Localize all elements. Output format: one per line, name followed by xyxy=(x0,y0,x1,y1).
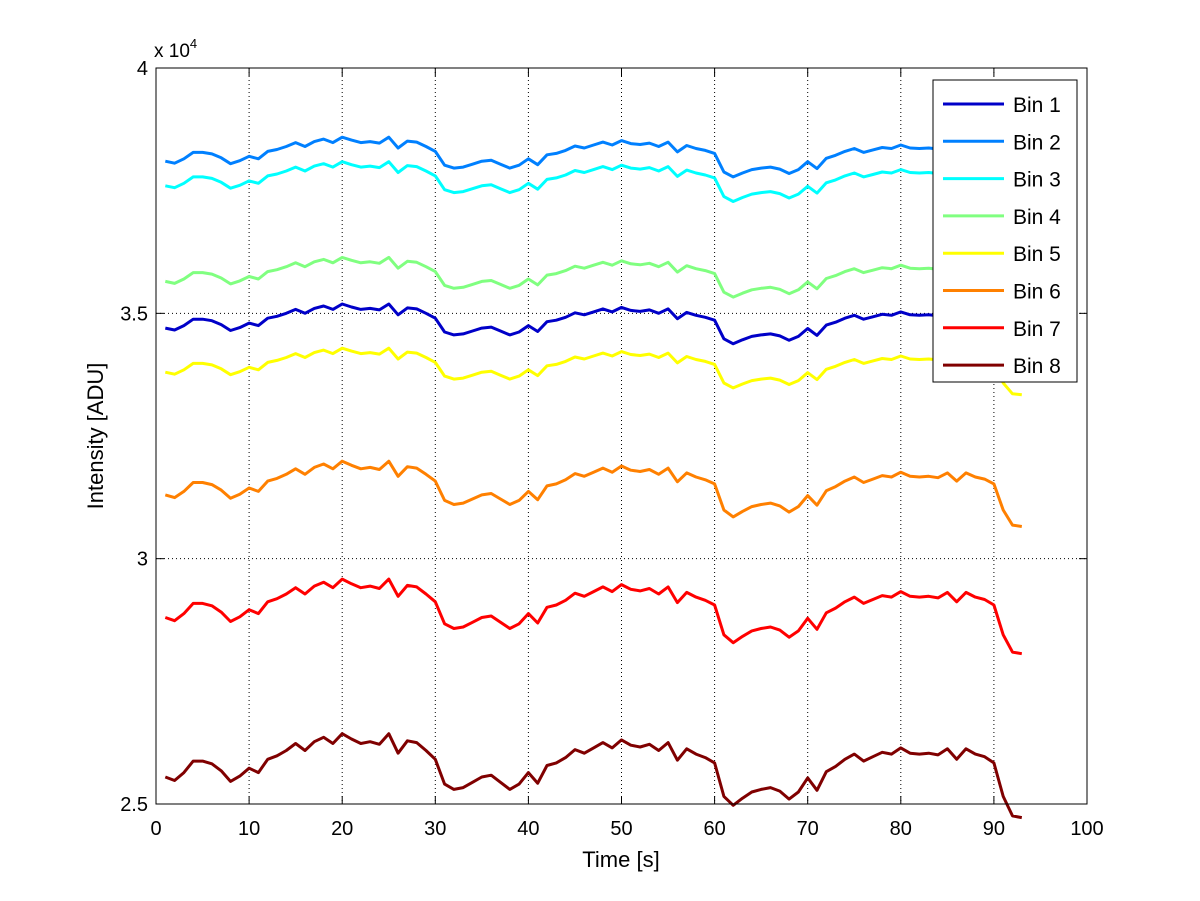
grid xyxy=(156,68,1087,804)
legend-label: Bin 3 xyxy=(1013,169,1061,192)
series-line-bin-6 xyxy=(164,459,1023,528)
series-line-bin-2 xyxy=(164,135,1022,186)
y-tick-label: 4 xyxy=(137,58,148,80)
y-exponent-label: x 104 xyxy=(154,36,197,62)
legend-label: Bin 5 xyxy=(1013,243,1061,266)
series-line-bin-4 xyxy=(164,255,1022,306)
tick-labels: 0 10 20 30 40 50 60 70 80 90 100 2.5 3 3.5 4 xyxy=(120,58,1104,840)
legend-items: Bin 1 Bin 2 Bin 3 Bin 4 Bin 5 Bin 6 Bin 7 Bin 8 xyxy=(943,94,1061,378)
legend-label: Bin 4 xyxy=(1013,206,1061,229)
x-tick-label: 40 xyxy=(517,818,539,840)
ticks xyxy=(155,67,1088,805)
legend-label: Bin 1 xyxy=(1013,94,1061,117)
series-line-bin-3 xyxy=(164,160,1022,210)
x-tick-label: 60 xyxy=(703,818,725,840)
legend-label: Bin 7 xyxy=(1013,318,1061,341)
legend-label: Bin 6 xyxy=(1013,281,1061,304)
series-line-bin-8 xyxy=(164,732,1023,820)
x-tick-label: 90 xyxy=(983,818,1005,840)
x-axis-label: Time [s] xyxy=(582,847,659,872)
legend-label: Bin 8 xyxy=(1013,355,1061,378)
series-line-bin-7 xyxy=(164,577,1023,656)
x-tick-label: 0 xyxy=(150,818,161,840)
legend-label: Bin 2 xyxy=(1013,131,1061,154)
x-tick-label: 70 xyxy=(797,818,819,840)
x-tick-label: 10 xyxy=(238,818,260,840)
x-tick-label: 100 xyxy=(1070,818,1103,840)
y-tick-label: 3.5 xyxy=(120,303,148,325)
x-tick-label: 50 xyxy=(610,818,632,840)
y-tick-label: 3 xyxy=(137,549,148,571)
series-layer xyxy=(164,135,1023,820)
y-axis-label: Intensity [ADU] xyxy=(83,363,108,510)
series-line-bin-1 xyxy=(164,302,1022,353)
legend: Bin 1 Bin 2 Bin 3 Bin 4 Bin 5 Bin 6 Bin 7 Bin 8 xyxy=(932,79,1078,383)
series-line-bin-5 xyxy=(164,346,1022,397)
x-tick-label: 30 xyxy=(424,818,446,840)
x-tick-label: 20 xyxy=(331,818,353,840)
y-tick-label: 2.5 xyxy=(120,794,148,816)
legend-box xyxy=(932,79,1078,383)
x-tick-label: 80 xyxy=(890,818,912,840)
